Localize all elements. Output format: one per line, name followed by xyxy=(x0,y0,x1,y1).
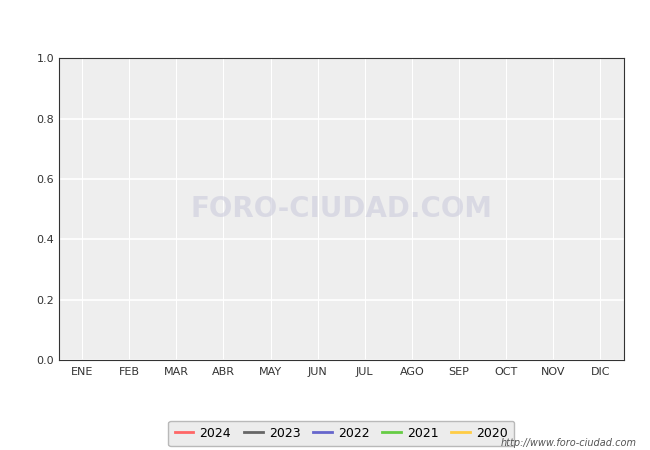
Text: Matriculaciones de Vehiculos en Tinieblas de la Sierra: Matriculaciones de Vehiculos en Tiniebla… xyxy=(102,8,548,26)
Legend: 2024, 2023, 2022, 2021, 2020: 2024, 2023, 2022, 2021, 2020 xyxy=(168,420,514,446)
Text: http://www.foro-ciudad.com: http://www.foro-ciudad.com xyxy=(501,438,637,448)
Text: FORO-CIUDAD.COM: FORO-CIUDAD.COM xyxy=(190,195,492,223)
